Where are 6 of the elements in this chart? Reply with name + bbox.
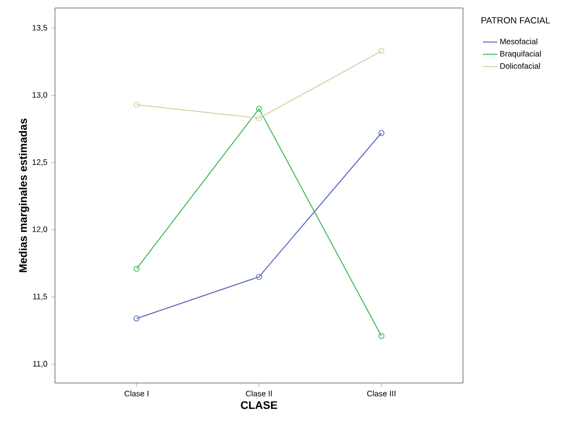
point	[256, 115, 262, 122]
legend-title: PATRON FACIAL	[482, 17, 550, 24]
y-axis-title: Medias marginales estimadas	[18, 118, 30, 272]
point	[256, 106, 262, 112]
x-axis-title: CLASE	[240, 401, 278, 409]
point	[256, 274, 262, 280]
